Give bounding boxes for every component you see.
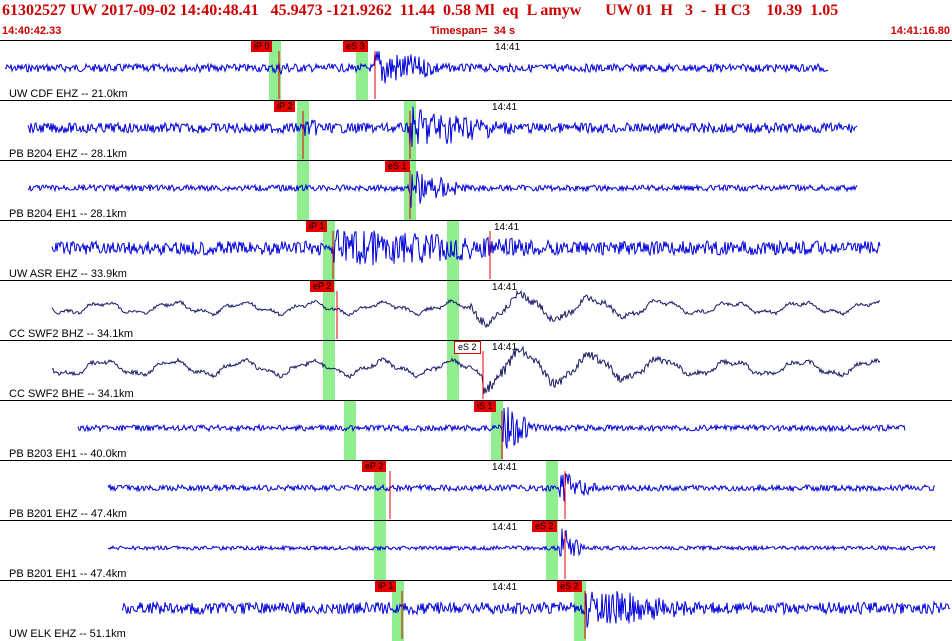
waveform [121, 581, 950, 641]
waveform [51, 341, 881, 401]
waveform-line [27, 106, 858, 147]
pick-window [546, 461, 558, 521]
minute-mark: 14:41 [494, 222, 520, 233]
station-label: PB B204 EH1 -- 28.1km [9, 208, 127, 220]
minute-mark: 14:41 [492, 582, 518, 593]
station-label: CC SWF2 BHZ -- 34.1km [9, 328, 134, 340]
minute-mark: 14:41 [492, 102, 518, 113]
waveform-line [51, 345, 881, 395]
pick-window [447, 341, 459, 401]
pick-window [323, 341, 335, 401]
waveform [77, 401, 906, 461]
station-label: CC SWF2 BHE -- 34.1km [9, 388, 134, 400]
pick-window [323, 281, 335, 341]
start-time-label: 14:40:42.33 [2, 25, 62, 37]
pick-window [356, 41, 368, 101]
trace-row[interactable]: 14:41 eP 2 CC SWF2 BHZ -- 34.1km [0, 280, 952, 341]
trace-row[interactable]: 14:41 iP 2 PB B204 EHZ -- 28.1km [0, 100, 952, 161]
station-label: UW ASR EHZ -- 33.9km [9, 268, 127, 280]
pick-window [374, 461, 386, 521]
waveform [4, 41, 829, 101]
station-label: UW ELK EHZ -- 51.1km [9, 628, 126, 640]
pick-flag[interactable]: iP 2 [274, 101, 296, 112]
trace-row[interactable]: 14:41 eP 2 PB B201 EHZ -- 47.4km [0, 460, 952, 521]
pick-window [344, 401, 356, 461]
minute-mark: 14:41 [492, 342, 518, 353]
pick-flag[interactable]: eP 2 [362, 461, 387, 472]
timespan-label: Timespan= 34 s [430, 25, 516, 37]
waveform [107, 461, 936, 521]
pick-flag[interactable]: iP 0 [251, 41, 273, 52]
waveform-line [4, 51, 829, 84]
trace-row[interactable]: 14:41 iP 1 eS 2 UW ELK EHZ -- 51.1km [0, 580, 952, 641]
pick-window [546, 521, 558, 581]
waveform-line [51, 229, 881, 266]
waveform [51, 281, 881, 341]
waveform [51, 221, 881, 281]
pick-flag[interactable]: eS 2 [557, 581, 582, 592]
pick-flag[interactable]: eP 2 [310, 281, 335, 292]
pick-flag[interactable]: iP 1 [306, 221, 328, 232]
waveform [27, 161, 858, 221]
waveform-line [121, 591, 950, 628]
minute-mark: 14:41 [495, 42, 521, 53]
trace-row[interactable]: iS 1 PB B203 EH1 -- 40.0km [0, 400, 952, 461]
waveform-line [27, 170, 858, 208]
waveform-line [51, 289, 881, 329]
pick-flag[interactable]: eS 2 [454, 341, 481, 354]
trace-row[interactable]: 14:41 eS 2 PB B201 EH1 -- 47.4km [0, 520, 952, 581]
event-summary-title: 61302527 UW 2017-09-02 14:40:48.41 45.94… [2, 2, 839, 19]
pick-flag[interactable]: iP 1 [375, 581, 397, 592]
trace-row[interactable]: eS 1 PB B204 EH1 -- 28.1km [0, 160, 952, 221]
pick-window [491, 401, 503, 461]
station-label: UW CDF EHZ -- 21.0km [9, 88, 128, 100]
pick-window [447, 281, 459, 341]
pick-window [323, 221, 335, 281]
trace-row[interactable]: 14:41 eS 2 CC SWF2 BHE -- 34.1km [0, 340, 952, 401]
waveform-line [77, 407, 906, 449]
pick-flag[interactable]: eS 3 [343, 41, 368, 52]
waveform-line [107, 528, 936, 557]
minute-mark: 14:41 [492, 462, 518, 473]
trace-row[interactable]: 14:41 iP 1 UW ASR EHZ -- 33.9km [0, 220, 952, 281]
waveform [27, 101, 858, 161]
pick-flag[interactable]: iS 1 [474, 401, 496, 412]
station-label: PB B201 EHZ -- 47.4km [9, 508, 127, 520]
end-time-label: 14:41:16.80 [890, 25, 950, 37]
station-label: PB B204 EHZ -- 28.1km [9, 148, 127, 160]
waveform-line [107, 473, 936, 502]
waveform [107, 521, 936, 581]
station-label: PB B203 EH1 -- 40.0km [9, 448, 127, 460]
pick-flag[interactable]: eS 2 [532, 521, 557, 532]
header-bar: 61302527 UW 2017-09-02 14:40:48.41 45.94… [0, 0, 952, 40]
minute-mark: 14:41 [492, 522, 518, 533]
seismogram-panel: 14:41 iP 0 eS 3 UW CDF EHZ -- 21.0km 14:… [0, 40, 952, 641]
pick-window [574, 581, 586, 641]
pick-flag[interactable]: eS 1 [385, 161, 410, 172]
station-label: PB B201 EH1 -- 47.4km [9, 568, 127, 580]
trace-row[interactable]: 14:41 iP 0 eS 3 UW CDF EHZ -- 21.0km [0, 40, 952, 101]
minute-mark: 14:41 [492, 282, 518, 293]
